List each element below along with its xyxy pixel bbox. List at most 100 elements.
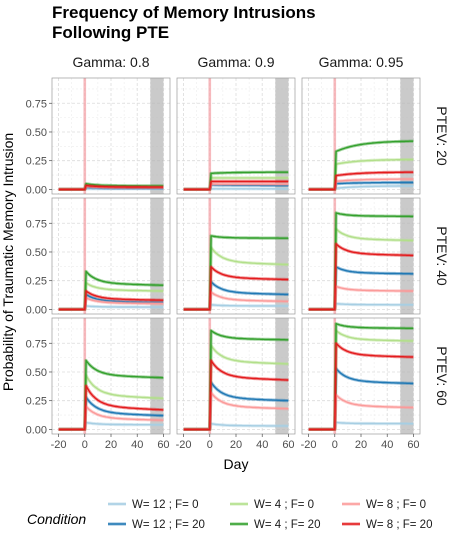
- legend: Condition W= 12 ; F= 0 W= 12 ; F= 20 W= 4 …: [27, 499, 432, 531]
- series-group: [58, 182, 164, 191]
- series-line: [183, 235, 289, 311]
- panel-border: [176, 197, 296, 315]
- series-line: [308, 171, 414, 191]
- column-strip-label: Gamma: 0.8: [72, 54, 149, 70]
- x-tick-label: 60: [282, 439, 294, 451]
- event-window-band: [83, 318, 87, 434]
- series-line: [183, 381, 289, 431]
- panel-border: [301, 197, 421, 315]
- series-group: [183, 170, 289, 191]
- column-strip-label: Gamma: 0.9: [197, 54, 274, 70]
- series-line: [183, 188, 289, 191]
- legend-label: W= 12 ; F= 20: [132, 519, 205, 531]
- facet-panel: 0.00 0.25 0.50 0.75: [26, 197, 171, 316]
- x-tick-label: 60: [407, 439, 419, 451]
- row-strip-label: PTEV: 20: [434, 106, 450, 166]
- series-group: [308, 139, 414, 191]
- x-tick-label: 40: [256, 439, 268, 451]
- series-line: [58, 385, 164, 431]
- y-tick-label: 0.25: [26, 276, 47, 288]
- facet-panel: 0.00 0.25 0.50 0.75 -20 0 20 40 60: [26, 317, 171, 451]
- x-tick-label: -20: [51, 439, 67, 451]
- legend-entry: W= 12 ; F= 0: [108, 499, 198, 511]
- late-window-band: [150, 198, 164, 314]
- y-tick-label: 0.00: [26, 304, 47, 316]
- x-tick-label: -20: [301, 439, 317, 451]
- series-line: [58, 305, 164, 311]
- chart-title-line-2: Following PTE: [52, 23, 169, 42]
- y-axis-label: Probability of Traumatic Memory Intrusio…: [0, 133, 16, 391]
- panel-border: [301, 77, 421, 195]
- series-group: [183, 234, 289, 311]
- series-line: [58, 183, 164, 191]
- series-line: [308, 342, 414, 431]
- row-strip-label: PTEV: 40: [434, 226, 450, 286]
- facet-grid: Gamma: 0.8 Gamma: 0.9 Gamma: 0.95 PTEV: 20 P…: [26, 48, 450, 451]
- series-line: [308, 178, 414, 191]
- series-group: [308, 322, 414, 431]
- x-tick-label: -20: [176, 439, 192, 451]
- series-group: [58, 269, 164, 311]
- series-group: [183, 329, 289, 431]
- series-line: [58, 374, 164, 431]
- series-line: [308, 243, 414, 311]
- late-window-band: [400, 318, 414, 434]
- x-tick-label: 20: [355, 439, 367, 451]
- series-line: [308, 140, 414, 191]
- series-line: [308, 212, 414, 311]
- series-line: [58, 396, 164, 431]
- series-line: [183, 184, 289, 191]
- column-strip: Gamma: 0.95: [302, 48, 420, 74]
- late-window-band: [275, 198, 289, 314]
- series-line: [308, 323, 414, 431]
- event-window-band: [208, 318, 212, 434]
- y-tick-label: 0.75: [26, 338, 47, 350]
- series-line: [308, 158, 414, 191]
- event-window-band: [83, 78, 87, 194]
- x-tick-label: 40: [131, 439, 143, 451]
- column-strip: Gamma: 0.9: [177, 48, 295, 74]
- x-axis-label: Day: [224, 456, 249, 472]
- event-window-band: [208, 78, 212, 194]
- series-line: [308, 285, 414, 311]
- legend-label: W= 8 ; F= 20: [366, 519, 432, 531]
- facet-panel: 0.00 0.25 0.50 0.75: [26, 77, 171, 196]
- event-window-band: [333, 78, 337, 194]
- panel-border: [51, 197, 171, 315]
- series-group: [58, 358, 164, 431]
- series-line: [308, 329, 414, 431]
- legend-entry: W= 4 ; F= 20: [230, 519, 320, 531]
- column-strip: Gamma: 0.8: [52, 48, 170, 74]
- y-tick-label: 0.75: [26, 98, 47, 110]
- series-line: [183, 281, 289, 311]
- facet-panel: [176, 77, 296, 195]
- series-line: [183, 177, 289, 191]
- y-tick-label: 0.50: [26, 367, 47, 379]
- series-line: [308, 228, 414, 311]
- legend-entry: W= 8 ; F= 20: [342, 519, 432, 531]
- event-window-band: [83, 198, 87, 314]
- legend-title: Condition: [27, 511, 86, 527]
- legend-label: W= 12 ; F= 0: [132, 499, 198, 511]
- series-line: [183, 329, 289, 431]
- event-window-band: [333, 198, 337, 314]
- series-line: [58, 290, 164, 311]
- series-line: [183, 423, 289, 431]
- series-line: [58, 270, 164, 311]
- series-line: [183, 359, 289, 431]
- chart-title-line-1: Frequency of Memory Intrusions: [52, 3, 316, 22]
- late-window-band: [275, 318, 289, 434]
- late-window-band: [400, 198, 414, 314]
- series-line: [58, 359, 164, 431]
- x-tick-label: 20: [230, 439, 242, 451]
- x-tick-label: 60: [157, 439, 169, 451]
- series-line: [183, 266, 289, 311]
- late-window-band: [400, 78, 414, 194]
- y-tick-label: 0.25: [26, 396, 47, 408]
- y-tick-label: 0.50: [26, 127, 47, 139]
- series-line: [308, 367, 414, 431]
- series-line: [308, 181, 414, 191]
- series-line: [308, 394, 414, 431]
- series-line: [58, 184, 164, 191]
